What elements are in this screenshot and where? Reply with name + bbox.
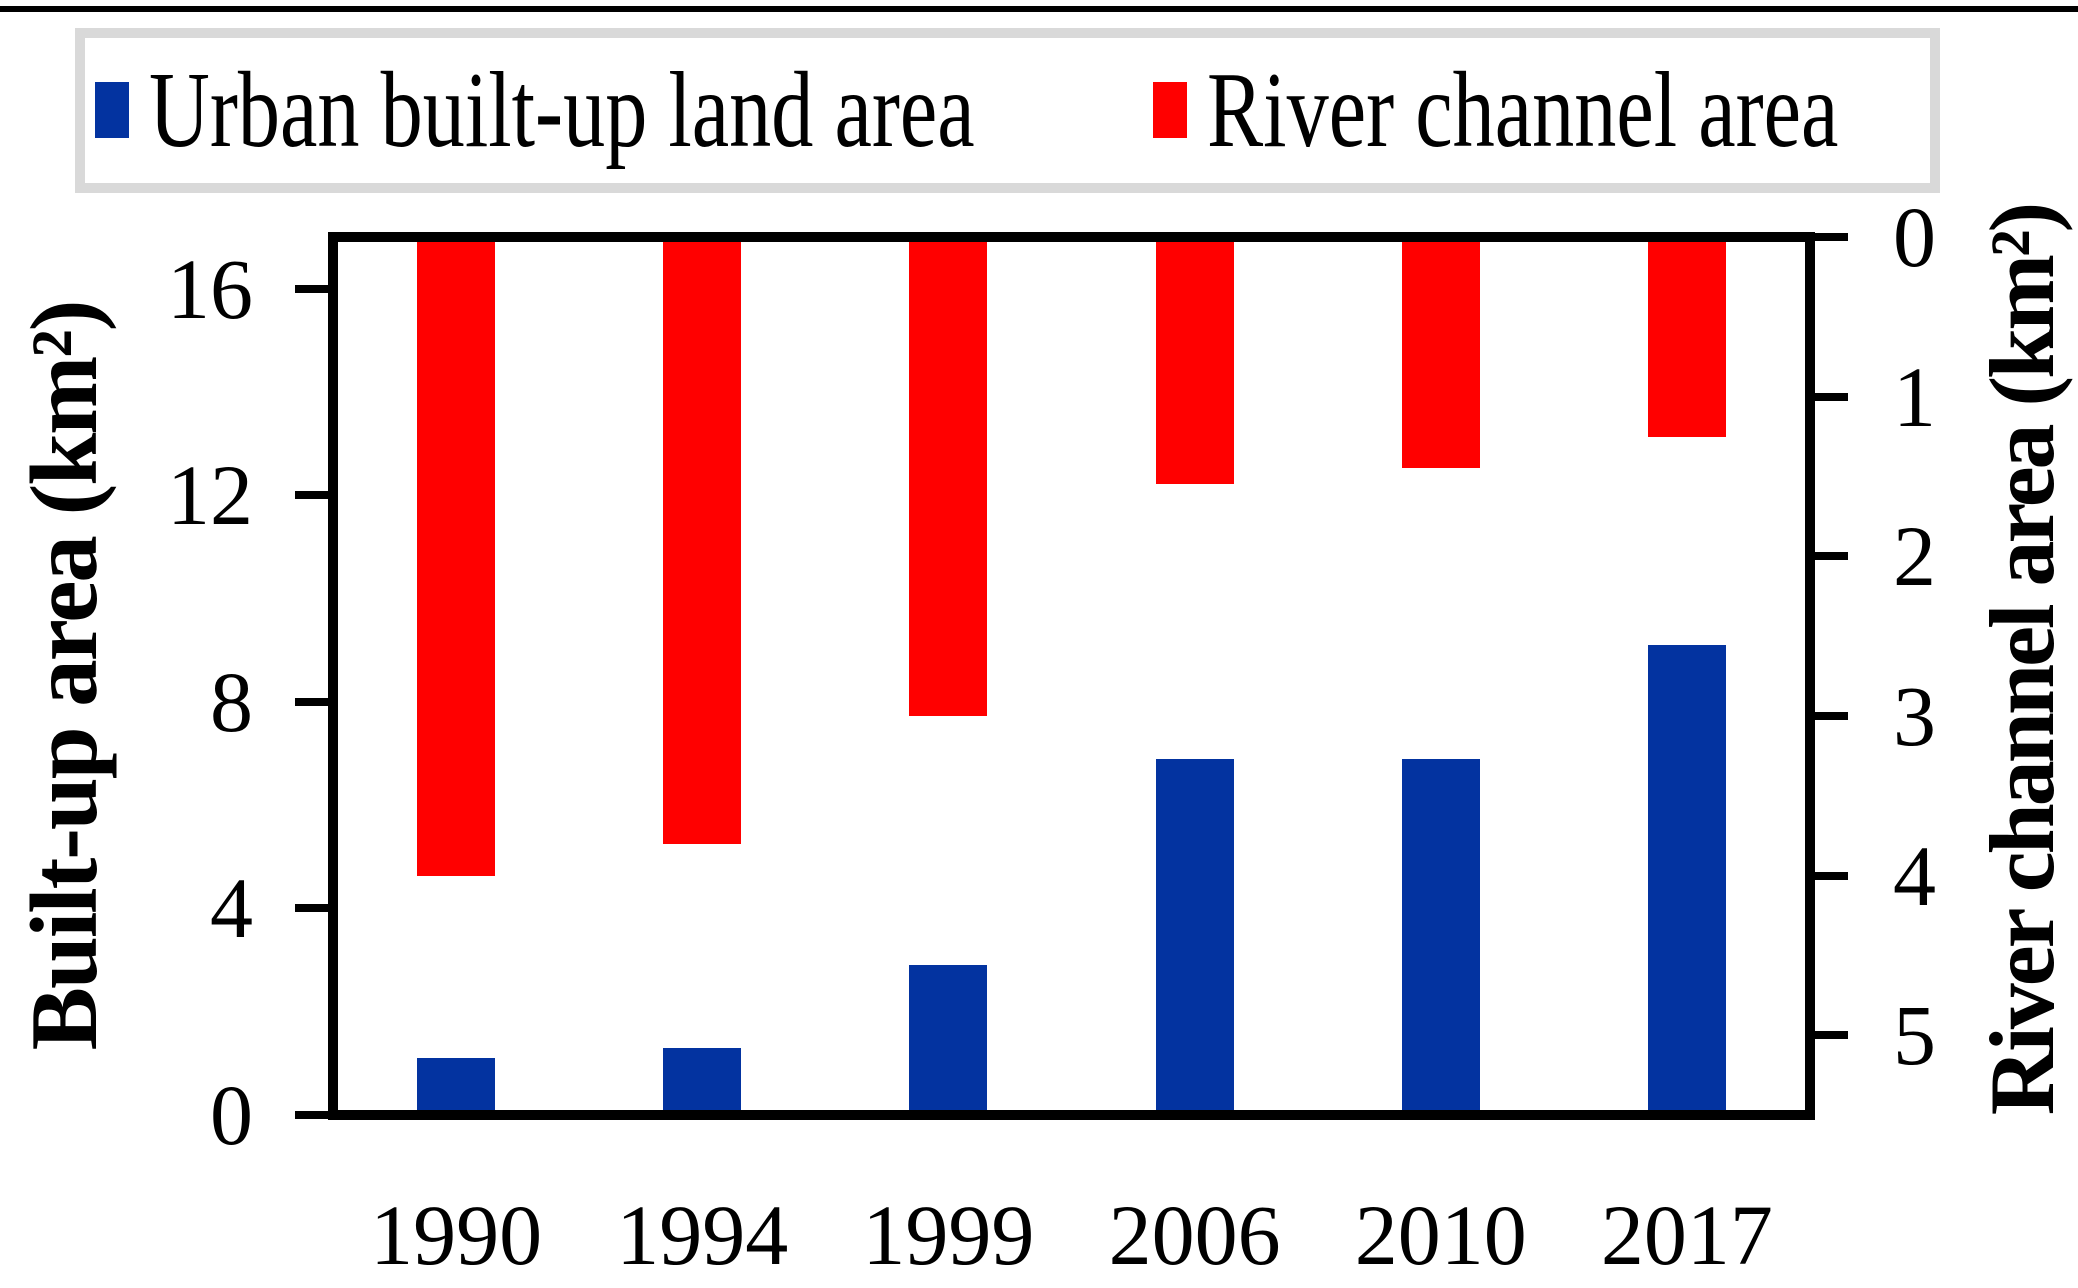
right-tick-label-0: 0 <box>1893 189 1936 285</box>
legend: Urban built-up land area River channel a… <box>75 28 1940 193</box>
bar-river-1990 <box>417 237 496 876</box>
legend-label-river: River channel area <box>1207 51 1839 170</box>
x-tick-label-1999: 1999 <box>862 1187 1035 1283</box>
left-tick-label-16: 16 <box>167 240 253 337</box>
right-tick-5 <box>1810 1031 1848 1040</box>
left-tick-16 <box>295 284 333 293</box>
bar-river-2006 <box>1155 237 1234 485</box>
right-axis-title: River channel area (km²) <box>1971 204 2073 1116</box>
right-tick-0 <box>1810 233 1848 241</box>
right-tick-label-4: 4 <box>1893 827 1936 924</box>
legend-swatch-river <box>1153 82 1187 138</box>
left-tick-4 <box>295 904 333 913</box>
x-tick-label-2010: 2010 <box>1354 1187 1527 1283</box>
right-tick-label-2: 2 <box>1893 508 1936 605</box>
left-tick-0 <box>295 1111 333 1119</box>
left-tick-8 <box>295 697 333 706</box>
bar-built-up-1990 <box>417 1058 496 1115</box>
right-tick-4 <box>1810 871 1848 880</box>
x-tick-label-2017: 2017 <box>1600 1187 1773 1283</box>
left-tick-12 <box>295 491 333 500</box>
bar-river-1994 <box>663 237 742 844</box>
right-tick-1 <box>1810 392 1848 401</box>
bar-river-1999 <box>909 237 988 716</box>
left-tick-label-0: 0 <box>210 1067 253 1163</box>
right-tick-label-5: 5 <box>1893 987 1936 1084</box>
right-tick-2 <box>1810 552 1848 561</box>
plot-frame <box>328 232 1815 1120</box>
left-tick-label-4: 4 <box>210 860 253 957</box>
right-tick-label-1: 1 <box>1893 348 1936 445</box>
x-tick-label-1990: 1990 <box>370 1187 543 1283</box>
bar-built-up-1994 <box>663 1047 742 1115</box>
bar-built-up-2006 <box>1155 758 1234 1115</box>
top-rule-line <box>0 6 2078 12</box>
right-tick-label-3: 3 <box>1893 667 1936 764</box>
x-tick-label-1994: 1994 <box>616 1187 789 1283</box>
left-tick-label-12: 12 <box>167 447 253 544</box>
legend-swatch-urban <box>95 82 129 138</box>
bar-river-2010 <box>1401 237 1480 469</box>
bar-built-up-2017 <box>1647 645 1726 1115</box>
left-tick-label-8: 8 <box>210 653 253 750</box>
bar-built-up-1999 <box>909 965 988 1115</box>
bar-river-2017 <box>1647 237 1726 437</box>
x-tick-label-2006: 2006 <box>1108 1187 1281 1283</box>
right-tick-3 <box>1810 711 1848 720</box>
legend-label-urban: Urban built-up land area <box>149 51 975 170</box>
left-axis-title: Built-up area (km²) <box>11 301 117 1051</box>
bar-built-up-2010 <box>1401 758 1480 1115</box>
